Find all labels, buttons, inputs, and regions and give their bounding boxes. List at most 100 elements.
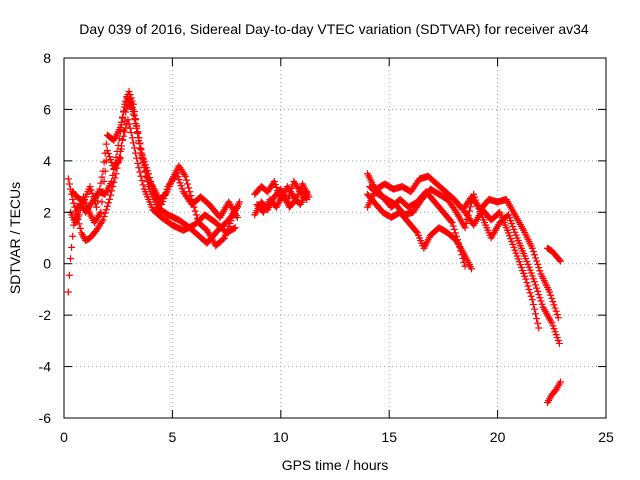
data-point: [537, 297, 545, 305]
data-point: [69, 232, 77, 240]
y-tick-label: 0: [43, 256, 51, 272]
data-point: [555, 339, 563, 347]
data-point: [96, 210, 104, 218]
data-point: [119, 136, 127, 144]
x-tick-label: 10: [273, 429, 289, 445]
data-point: [533, 315, 541, 323]
data-point: [101, 209, 109, 217]
data-point: [100, 158, 108, 166]
data-point: [108, 187, 116, 195]
axis-ticks: [63, 57, 607, 419]
data-point: [529, 248, 537, 255]
y-tick-labels: -6 -4 -2 0 2 4 6 8: [39, 50, 52, 426]
data-point: [236, 198, 244, 206]
data-point: [534, 260, 542, 268]
data-point: [187, 192, 195, 200]
data-point: [219, 235, 227, 243]
data-point: [231, 224, 239, 232]
data-point: [549, 322, 557, 330]
data-point: [175, 176, 183, 184]
data-point: [451, 207, 459, 215]
data-point: [141, 167, 149, 175]
data-point: [98, 198, 106, 206]
data-point: [534, 287, 542, 295]
data-point: [535, 264, 543, 272]
data-point: [467, 203, 474, 211]
data-point: [556, 378, 564, 386]
x-tick-labels: 0 5 10 15 20 25: [60, 429, 614, 445]
data-point: [119, 113, 127, 121]
data-point: [550, 301, 558, 309]
data-point: [137, 145, 145, 153]
data-point: [451, 229, 459, 237]
data-point: [533, 284, 541, 292]
data-point: [535, 324, 543, 332]
data-point: [186, 188, 194, 196]
data-point: [552, 331, 560, 339]
data-point: [98, 218, 106, 226]
y-tick-label: -6: [39, 410, 52, 426]
data-point: [129, 139, 137, 147]
data-point: [97, 179, 105, 187]
y-tick-label: -2: [39, 307, 52, 323]
data-point: [527, 292, 535, 300]
data-point: [139, 156, 147, 164]
data-point: [274, 186, 282, 194]
data-point: [133, 124, 141, 132]
data-point: [548, 319, 556, 327]
data-point: [182, 176, 190, 184]
data-point: [133, 154, 141, 162]
data-point: [83, 203, 91, 210]
data-point: [116, 154, 124, 162]
data-point: [121, 103, 129, 111]
y-tick-label: 6: [43, 101, 51, 117]
data-point: [546, 288, 554, 296]
chart-title: Day 039 of 2016, Sidereal Day-to-day VTE…: [79, 21, 589, 37]
data-point: [87, 186, 95, 194]
data-point: [115, 156, 123, 164]
data-point: [117, 118, 125, 126]
data-point: [117, 145, 125, 153]
x-tick-label: 15: [381, 429, 397, 445]
data-point: [109, 183, 117, 191]
data-point: [106, 195, 114, 203]
data-point: [128, 134, 136, 142]
data-point: [64, 175, 72, 183]
data-point: [76, 206, 84, 214]
data-point: [536, 267, 544, 275]
data-point: [553, 334, 561, 342]
data-point: [148, 181, 156, 189]
data-point: [449, 222, 457, 230]
data-point: [120, 108, 128, 116]
data-point: [447, 217, 455, 225]
data-point: [530, 251, 538, 259]
data-point: [468, 265, 476, 273]
data-point: [532, 254, 540, 262]
data-point: [108, 159, 116, 167]
data-point: [125, 120, 133, 128]
data-point: [111, 174, 119, 182]
data-point: [128, 105, 136, 113]
x-tick-label: 20: [490, 429, 506, 445]
data-point: [522, 275, 530, 283]
data-point: [548, 294, 556, 302]
data-point: [67, 255, 75, 263]
data-point: [158, 201, 166, 209]
data-point: [120, 127, 128, 135]
data-point: [98, 173, 106, 181]
data-point: [96, 185, 104, 193]
data-point: [461, 224, 469, 232]
y-axis-title: SDTVAR / TECUs: [7, 182, 23, 294]
data-point: [191, 207, 199, 215]
data-point: [530, 278, 538, 286]
plot-frame: [63, 57, 607, 419]
data-point: [177, 182, 185, 190]
data-point: [134, 129, 142, 137]
data-point: [100, 213, 108, 221]
data-point: [71, 203, 79, 211]
data-point: [270, 177, 278, 185]
data-point: [64, 288, 72, 296]
